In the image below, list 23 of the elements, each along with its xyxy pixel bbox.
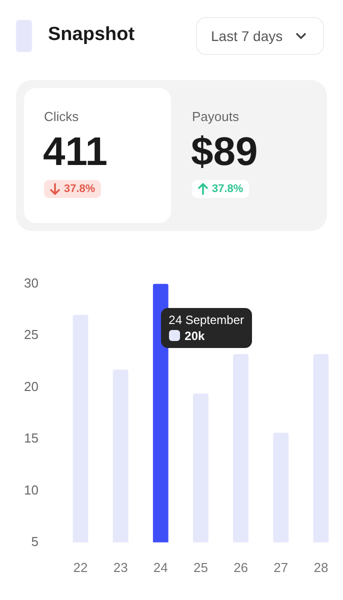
- x-tick-label: 26: [234, 560, 248, 575]
- text: 37.8%: [212, 183, 244, 195]
- y-tick-label: 10: [24, 482, 38, 498]
- text: Clicks: [44, 109, 79, 124]
- annotation: 24 September: [168, 312, 244, 328]
- text: 37.8%: [64, 183, 96, 195]
- x-tick-label: 27: [274, 560, 288, 575]
- x-tick-label: 23: [113, 560, 128, 575]
- y-tick-label: 25: [24, 327, 38, 342]
- text: 411: [43, 130, 108, 175]
- chart-title: Snapshot: [48, 24, 135, 46]
- text: Payouts: [192, 109, 239, 124]
- y-tick-label: 30: [24, 275, 38, 290]
- text: Last 7 days: [211, 28, 283, 44]
- x-tick-label: 24: [153, 560, 168, 575]
- x-tick-label: 25: [193, 560, 208, 575]
- x-tick-label: 22: [73, 560, 88, 575]
- text: $89: [191, 130, 258, 175]
- x-tick-label: 28: [314, 560, 328, 575]
- y-tick-label: 15: [24, 430, 38, 446]
- annotation: 20k: [184, 328, 205, 344]
- y-tick-label: 5: [31, 534, 38, 549]
- y-tick-label: 20: [24, 378, 38, 394]
